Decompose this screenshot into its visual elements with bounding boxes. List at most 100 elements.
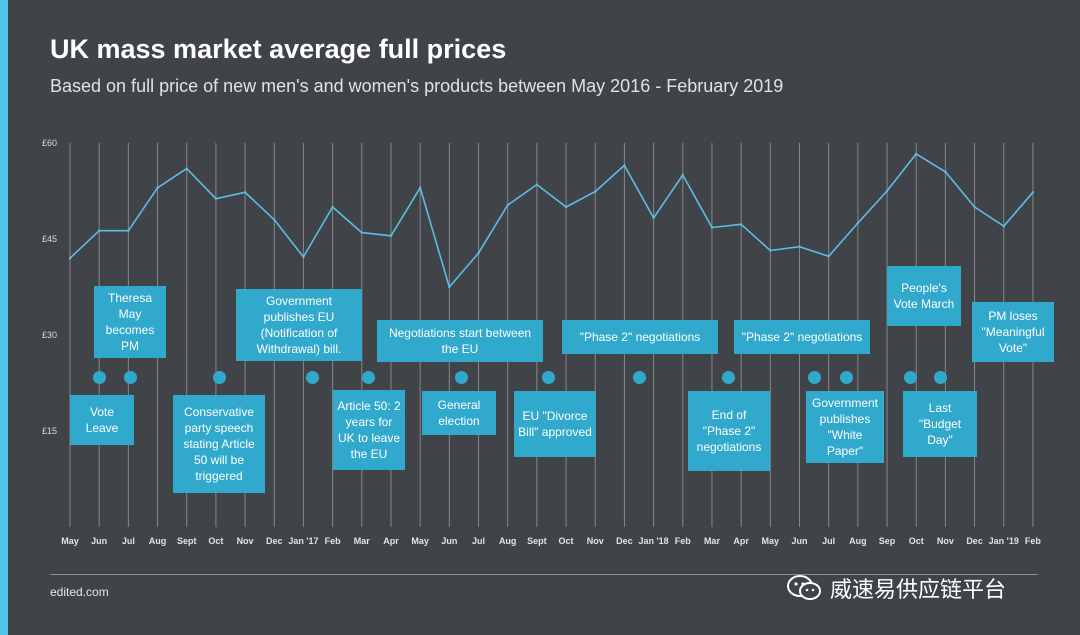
- annotation-box: "Phase 2" negotiations: [562, 320, 718, 354]
- data-point: [156, 186, 159, 189]
- annotation-text: General election: [437, 398, 481, 428]
- x-tick-label: Nov: [937, 536, 954, 546]
- annotation-text: Last "Budget Day": [918, 401, 962, 447]
- annotation-box: Negotiations start between the EU: [377, 320, 543, 362]
- x-tick-label: Dec: [966, 536, 983, 546]
- annotation-text: People's Vote March: [893, 281, 955, 311]
- data-point: [68, 257, 72, 260]
- chart-subtitle: Based on full price of new men's and wom…: [50, 76, 784, 96]
- annotation-box: Theresa May becomes PM: [94, 286, 166, 358]
- event-dot: [633, 371, 646, 384]
- annotation-box: Conservative party speech stating Articl…: [173, 395, 265, 493]
- x-tick-label: Oct: [909, 536, 924, 546]
- annotation-text: Conservative party speech stating Articl…: [183, 405, 255, 483]
- data-point: [418, 186, 422, 189]
- x-tick-label: Jan '17: [288, 536, 318, 546]
- watermark-text: 威速易供应链平台: [830, 578, 1007, 603]
- annotation-box: End of "Phase 2" negotiations: [688, 391, 770, 471]
- x-tick-label: Apr: [383, 536, 399, 546]
- x-tick-label: Mar: [704, 536, 721, 546]
- annotation-box: General election: [422, 391, 496, 435]
- event-dot: [722, 371, 735, 384]
- x-tick-label: Dec: [266, 536, 283, 546]
- data-point: [1031, 191, 1035, 194]
- x-tick-label: Jun: [441, 536, 457, 546]
- accent-bar: [0, 0, 8, 635]
- x-tick-label: Aug: [149, 536, 167, 546]
- x-tick-label: May: [411, 536, 429, 546]
- event-dot: [904, 371, 917, 384]
- data-point: [214, 197, 218, 200]
- annotation-text: Article 50: 2 years for UK to leave the …: [337, 399, 401, 461]
- x-tick-label: Jul: [822, 536, 835, 546]
- data-point: [973, 205, 976, 209]
- series-line: [69, 153, 1034, 288]
- x-tick-label: Oct: [208, 536, 223, 546]
- annotation-box: Last "Budget Day": [903, 391, 977, 457]
- x-tick-label: Sept: [527, 536, 547, 546]
- x-tick-label: Jul: [472, 536, 485, 546]
- annotation-box: "Phase 2" negotiations: [734, 320, 870, 354]
- data-point: [623, 164, 626, 167]
- x-tick-label: Dec: [616, 536, 633, 546]
- x-tick-label: Aug: [849, 536, 867, 546]
- annotation-box: EU "Divorce Bill" approved: [514, 391, 596, 457]
- annotation-box: People's Vote March: [887, 266, 961, 326]
- data-point: [506, 203, 509, 207]
- event-dot: [213, 371, 226, 384]
- x-tick-label: Sept: [177, 536, 197, 546]
- data-point: [710, 226, 714, 229]
- x-tick-label: Jan '19: [989, 536, 1019, 546]
- y-tick-label: £30: [42, 330, 57, 340]
- event-dot: [840, 371, 853, 384]
- annotation-box: Government publishes EU (Notification of…: [236, 289, 362, 361]
- data-point: [769, 249, 772, 252]
- watermark: 威速易供应链平台: [786, 572, 1006, 604]
- annotation-box: Vote Leave: [70, 395, 134, 445]
- data-point: [856, 221, 860, 225]
- event-dot: [93, 371, 106, 384]
- data-point: [97, 229, 101, 232]
- data-point: [243, 191, 247, 194]
- annotation-text: PM loses "Meaningful Vote": [981, 309, 1045, 355]
- x-tick-label: Oct: [559, 536, 574, 546]
- source-label: edited.com: [50, 585, 109, 599]
- data-point: [273, 218, 276, 221]
- annotation-text: Theresa May becomes PM: [105, 291, 155, 353]
- y-tick-label: £15: [42, 426, 57, 436]
- annotation-text: "Phase 2" negotiations: [579, 330, 701, 344]
- x-tick-label: Jun: [91, 536, 107, 546]
- data-point: [127, 229, 130, 232]
- annotation-text: Government publishes "White Paper": [811, 396, 879, 458]
- x-tick-label: Feb: [325, 536, 342, 546]
- data-point: [360, 231, 363, 234]
- data-point: [885, 189, 889, 193]
- data-point: [739, 223, 743, 226]
- x-tick-label: Sep: [879, 536, 896, 546]
- x-tick-label: Feb: [675, 536, 692, 546]
- footer-divider: [50, 574, 1038, 575]
- y-tick-label: £60: [42, 138, 57, 148]
- x-tick-label: May: [762, 536, 780, 546]
- data-point: [535, 183, 539, 186]
- data-point: [915, 152, 918, 156]
- x-tick-label: Jul: [122, 536, 135, 546]
- data-point: [798, 245, 801, 248]
- event-dot: [306, 371, 319, 384]
- event-dot: [362, 371, 375, 384]
- annotation-box: Article 50: 2 years for UK to leave the …: [333, 390, 405, 470]
- data-point: [652, 216, 655, 220]
- y-tick-label: £45: [42, 234, 57, 244]
- data-point: [827, 255, 830, 258]
- annotation-text: Negotiations start between the EU: [388, 326, 532, 356]
- x-tick-label: Aug: [499, 536, 517, 546]
- data-point: [185, 167, 188, 170]
- x-tick-label: May: [61, 536, 79, 546]
- wechat-icon: [787, 575, 821, 600]
- annotation-text: Government publishes EU (Notification of…: [256, 294, 342, 356]
- annotation-box: PM loses "Meaningful Vote": [972, 302, 1054, 362]
- data-point: [477, 251, 480, 255]
- x-tick-label: Nov: [237, 536, 254, 546]
- event-dot: [455, 371, 468, 384]
- data-point: [1002, 225, 1005, 228]
